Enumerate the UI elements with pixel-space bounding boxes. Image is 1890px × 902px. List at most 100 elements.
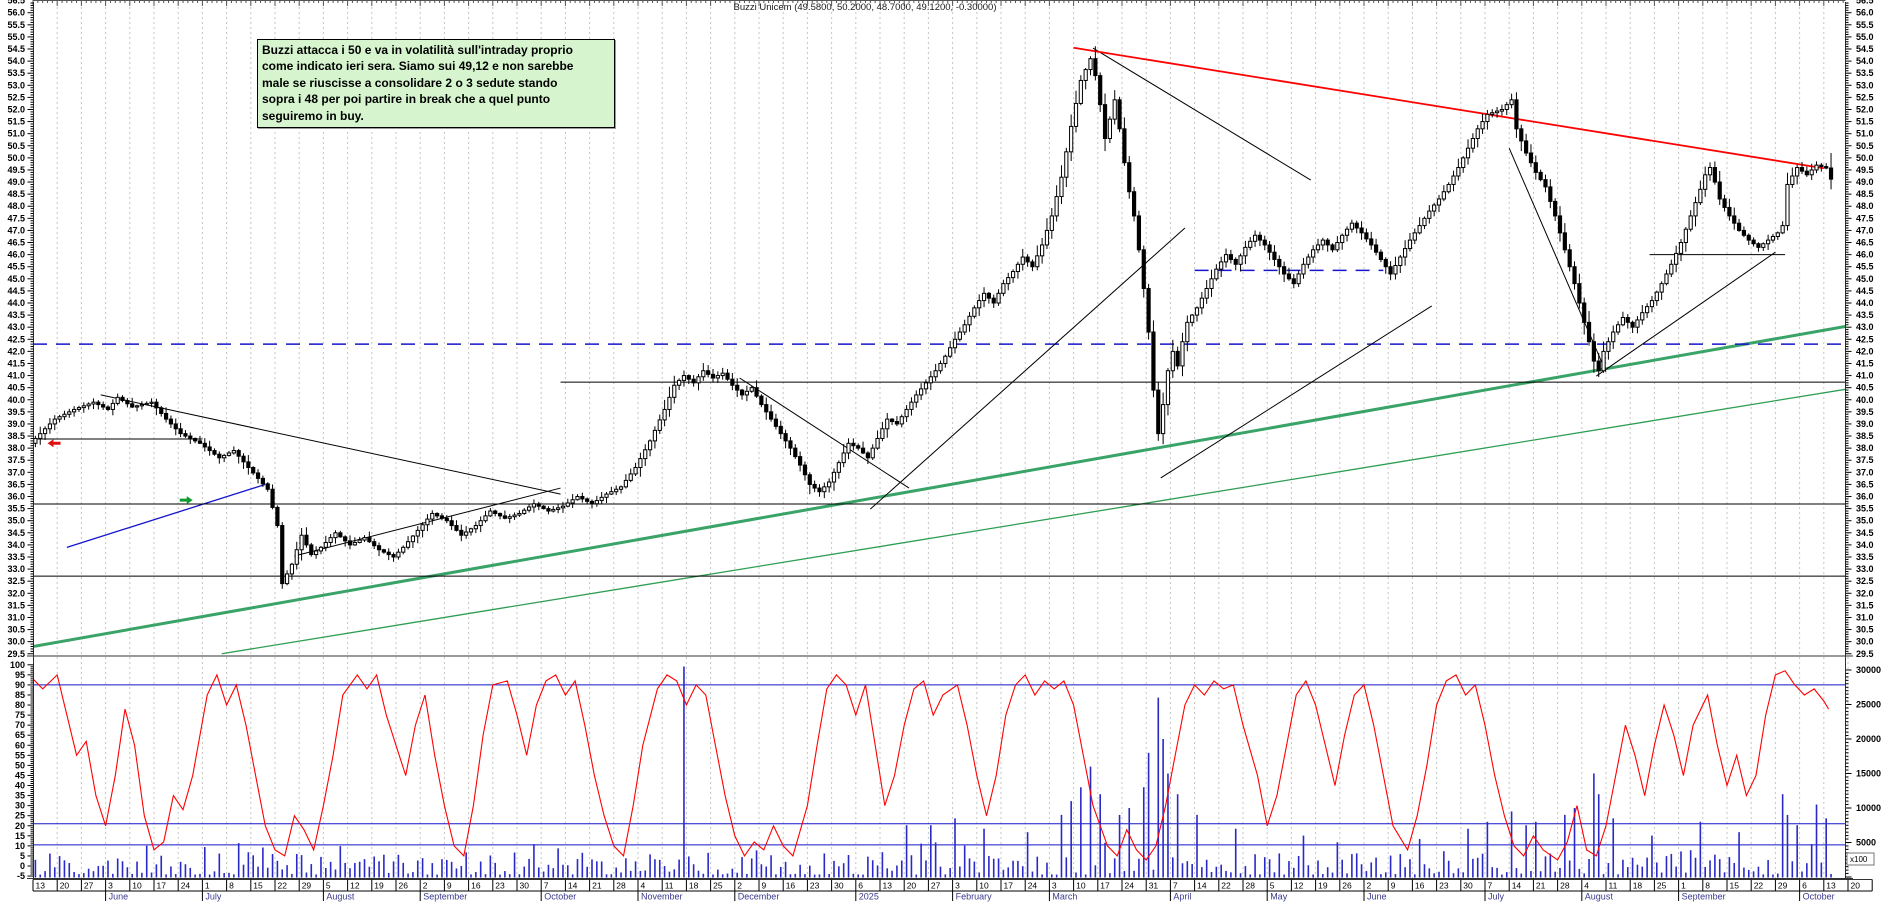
date-cell[interactable]: 13: [36, 881, 46, 891]
date-cell[interactable]: 3: [1052, 881, 1057, 891]
candlestick: [1190, 314, 1195, 323]
price-axis-label: 35.5: [1856, 504, 1874, 514]
date-cell[interactable]: 14: [1197, 881, 1207, 891]
date-cell[interactable]: 23: [1439, 881, 1449, 891]
date-cell[interactable]: 10: [1076, 881, 1086, 891]
date-cell[interactable]: 20: [907, 881, 917, 891]
red-resistance-line[interactable]: [1073, 46, 1824, 170]
date-cell[interactable]: 14: [568, 881, 578, 891]
date-cell[interactable]: 20: [60, 881, 70, 891]
date-cell[interactable]: 3: [955, 881, 960, 891]
date-cell[interactable]: 6: [1802, 881, 1807, 891]
date-cell[interactable]: 2: [423, 881, 428, 891]
date-cell[interactable]: 26: [1342, 881, 1352, 891]
candlestick: [222, 454, 227, 459]
green-support-line-thin[interactable]: [221, 388, 1848, 655]
date-cell[interactable]: 23: [495, 881, 505, 891]
date-cell[interactable]: 25: [1657, 881, 1667, 891]
candlestick: [604, 493, 609, 498]
date-cell[interactable]: 9: [447, 881, 452, 891]
date-cell[interactable]: 7: [1488, 881, 1493, 891]
date-cell[interactable]: 29: [302, 881, 312, 891]
date-cell[interactable]: 31: [1149, 881, 1159, 891]
date-cell[interactable]: 27: [931, 881, 941, 891]
date-cell[interactable]: 22: [1754, 881, 1764, 891]
black-trendline[interactable]: [739, 377, 910, 489]
date-cell[interactable]: 16: [471, 881, 481, 891]
date-cell[interactable]: 18: [689, 881, 699, 891]
date-cell[interactable]: 1: [1681, 881, 1686, 891]
date-cell[interactable]: 7: [544, 881, 549, 891]
date-cell[interactable]: 29: [1778, 881, 1788, 891]
date-cell[interactable]: 20: [1851, 881, 1861, 891]
date-cell[interactable]: 16: [786, 881, 796, 891]
date-cell[interactable]: 10: [979, 881, 989, 891]
date-cell[interactable]: 11: [1609, 881, 1618, 891]
date-cell[interactable]: 12: [1294, 881, 1304, 891]
date-cell[interactable]: 5: [326, 881, 331, 891]
date-cell[interactable]: 16: [1415, 881, 1425, 891]
date-cell[interactable]: 26: [399, 881, 409, 891]
date-cell[interactable]: 6: [858, 881, 863, 891]
oscillator-levels[interactable]: [33, 684, 1846, 846]
date-cell[interactable]: 19: [1318, 881, 1328, 891]
black-trendline[interactable]: [1092, 47, 1312, 181]
date-cell[interactable]: 17: [1100, 881, 1110, 891]
black-trendline[interactable]: [1160, 305, 1433, 479]
date-cell[interactable]: 21: [592, 881, 602, 891]
date-cell[interactable]: 30: [834, 881, 844, 891]
price-axis-label: 37.5: [1856, 455, 1874, 465]
date-cell[interactable]: 21: [1536, 881, 1546, 891]
date-cell[interactable]: 2: [1367, 881, 1372, 891]
black-trendline[interactable]: [1596, 251, 1776, 377]
date-cell[interactable]: 15: [1730, 881, 1740, 891]
date-cell[interactable]: 22: [278, 881, 288, 891]
date-cell[interactable]: 23: [810, 881, 820, 891]
date-cell[interactable]: 8: [1705, 881, 1710, 891]
candlestick: [957, 331, 962, 340]
date-cell[interactable]: 19: [374, 881, 384, 891]
candlestick: [1286, 273, 1292, 280]
price-axis-label: 44.5: [1856, 286, 1874, 296]
date-cell[interactable]: 4: [641, 881, 646, 891]
date-cell[interactable]: 27: [84, 881, 94, 891]
blue-trendline[interactable]: [66, 483, 266, 548]
date-cell[interactable]: 3: [108, 881, 113, 891]
date-cell[interactable]: 12: [350, 881, 360, 891]
date-cell[interactable]: 14: [1512, 881, 1522, 891]
date-cell[interactable]: 10: [132, 881, 142, 891]
date-cell[interactable]: 15: [253, 881, 263, 891]
date-cell[interactable]: 24: [1125, 881, 1135, 891]
candlestick: [1533, 162, 1538, 173]
date-cell[interactable]: 17: [1004, 881, 1014, 891]
black-trendline[interactable]: [100, 394, 561, 495]
date-cell[interactable]: 4: [1584, 881, 1589, 891]
trendlines-layer[interactable]: [33, 46, 1848, 655]
date-cell[interactable]: 22: [1221, 881, 1231, 891]
date-cell[interactable]: 30: [520, 881, 530, 891]
date-cell[interactable]: 13: [883, 881, 893, 891]
date-cell[interactable]: 28: [1560, 881, 1570, 891]
date-cell[interactable]: 7: [1173, 881, 1178, 891]
date-cell[interactable]: 13: [1826, 881, 1836, 891]
date-cell[interactable]: 17: [157, 881, 167, 891]
green-support-line-thick[interactable]: [33, 324, 1848, 648]
date-cell[interactable]: 5: [1270, 881, 1275, 891]
date-cell[interactable]: 25: [713, 881, 723, 891]
date-cell[interactable]: 24: [1028, 881, 1038, 891]
date-cell[interactable]: 1: [205, 881, 210, 891]
date-cell[interactable]: 8: [229, 881, 234, 891]
date-cell[interactable]: 11: [665, 881, 674, 891]
price-axis-label: 40.0: [1856, 395, 1874, 405]
date-cell[interactable]: 18: [1633, 881, 1643, 891]
date-cell[interactable]: 9: [762, 881, 767, 891]
date-cell[interactable]: 28: [616, 881, 626, 891]
date-cell[interactable]: 28: [1246, 881, 1256, 891]
date-cell[interactable]: 9: [1391, 881, 1396, 891]
black-trendline[interactable]: [869, 227, 1186, 510]
date-cell[interactable]: 30: [1463, 881, 1473, 891]
date-cell[interactable]: 2: [737, 881, 742, 891]
annotation-note[interactable]: Buzzi attacca i 50 e va in volatilità su…: [257, 39, 615, 129]
date-cell[interactable]: 24: [181, 881, 191, 891]
